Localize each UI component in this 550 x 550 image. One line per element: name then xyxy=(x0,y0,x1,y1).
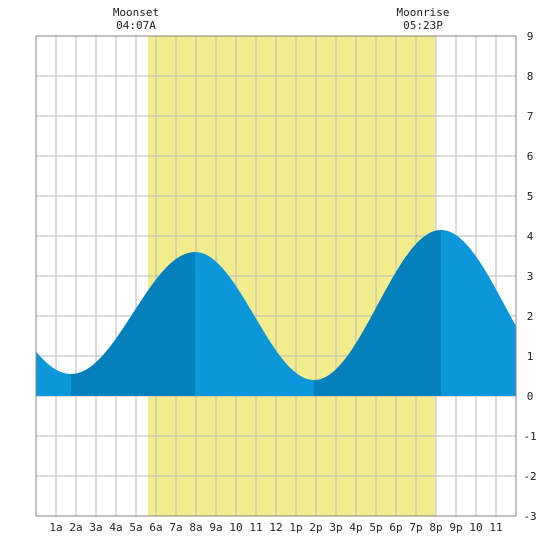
x-tick-label: 5p xyxy=(369,521,382,534)
tide-area-layer xyxy=(36,230,516,396)
y-tick-label: 5 xyxy=(527,190,534,203)
x-tick-label: 4a xyxy=(109,521,122,534)
y-tick-label: 0 xyxy=(527,390,534,403)
x-tick-label: 3a xyxy=(89,521,102,534)
x-tick-label: 6a xyxy=(149,521,162,534)
x-tick-label: 4p xyxy=(349,521,362,534)
moon-event-time: 05:23P xyxy=(403,19,443,32)
y-tick-label: -3 xyxy=(523,510,536,523)
y-tick-label: 6 xyxy=(527,150,534,163)
y-tick-label: 7 xyxy=(527,110,534,123)
tide-rising-segment xyxy=(314,230,441,396)
x-tick-label: 11 xyxy=(249,521,262,534)
x-tick-labels: 1a 2a 3a 4a 5a 6a 7a 8a 9a 10 11 12 1p 2p 3p 4p 5p 6p 7p 8p… xyxy=(49,521,502,534)
x-tick-label: 5a xyxy=(129,521,142,534)
tide-falling-segment xyxy=(36,351,71,396)
x-tick-label: 7a xyxy=(169,521,182,534)
x-tick-label: 12 xyxy=(269,521,282,534)
y-tick-label: 9 xyxy=(527,30,534,43)
y-tick-label: 1 xyxy=(527,350,534,363)
x-tick-label: 3p xyxy=(329,521,342,534)
y-tick-labels: -3 -2 -1 0 1 2 3 4 5 6 7 8 9 xyxy=(523,30,536,523)
moon-event-label: Moonrise xyxy=(397,6,450,19)
x-tick-label: 8p xyxy=(429,521,442,534)
x-tick-label: 10 xyxy=(229,521,242,534)
x-tick-label: 9a xyxy=(209,521,222,534)
moon-event-label: Moonset xyxy=(113,6,159,19)
y-tick-label: 8 xyxy=(527,70,534,83)
y-tick-label: 3 xyxy=(527,270,534,283)
x-tick-label: 11 xyxy=(489,521,502,534)
x-tick-label: 6p xyxy=(389,521,402,534)
tide-falling-segment xyxy=(441,230,516,396)
y-tick-label: 4 xyxy=(527,230,534,243)
x-tick-label: 1p xyxy=(289,521,302,534)
x-tick-label: 2p xyxy=(309,521,322,534)
tide-rising-segment xyxy=(71,252,195,396)
frame-layer xyxy=(35,35,517,517)
x-tick-label: 7p xyxy=(409,521,422,534)
x-tick-label: 1a xyxy=(49,521,62,534)
y-tick-label: -2 xyxy=(523,470,536,483)
x-tick-label: 2a xyxy=(69,521,82,534)
y-tick-label: -1 xyxy=(523,430,536,443)
tide-falling-segment xyxy=(195,252,314,396)
moon-event-time: 04:07A xyxy=(116,19,156,32)
plot-frame xyxy=(35,35,517,517)
x-tick-label: 8a xyxy=(189,521,202,534)
x-tick-label: 9p xyxy=(449,521,462,534)
x-tick-label: 10 xyxy=(469,521,482,534)
y-tick-label: 2 xyxy=(527,310,534,323)
